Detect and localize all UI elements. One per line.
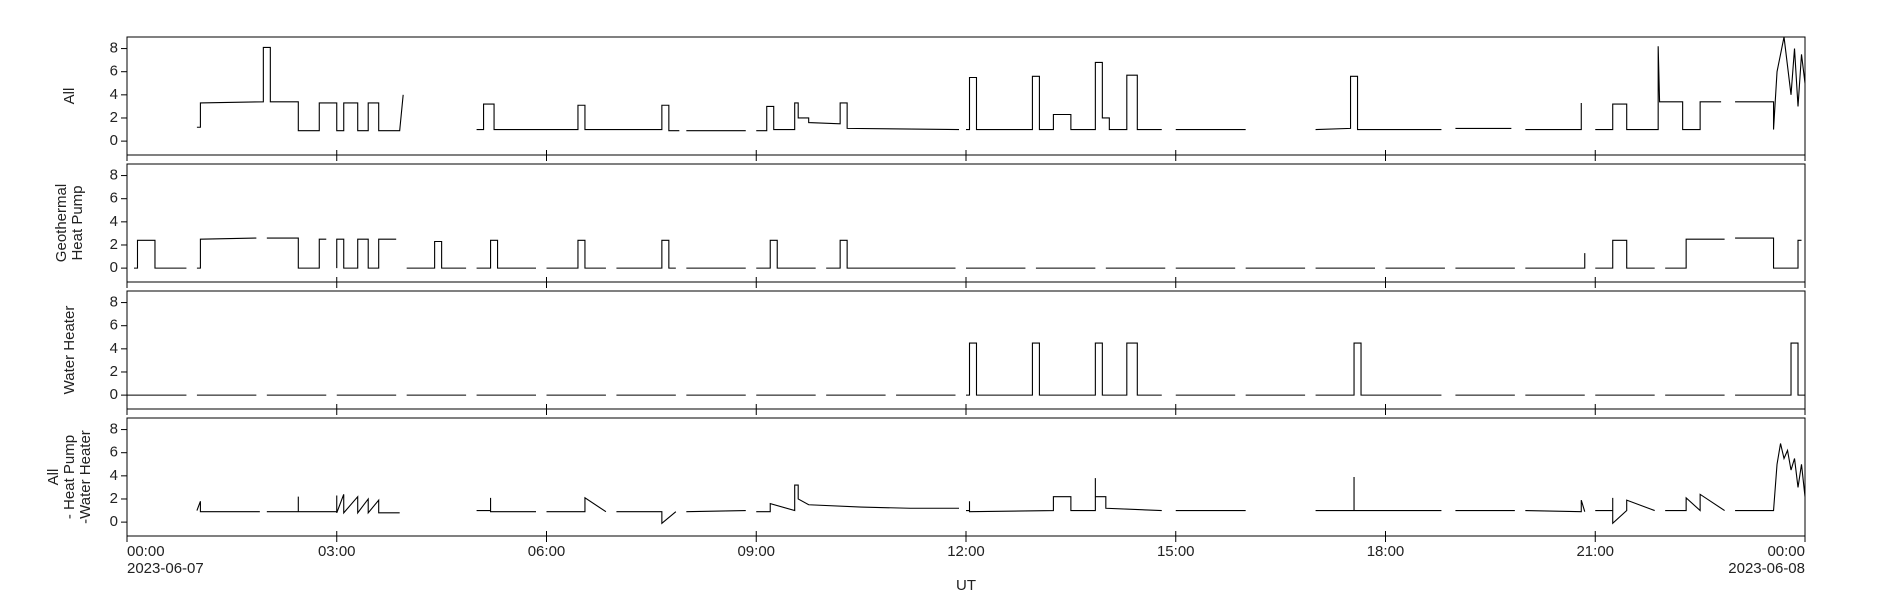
- date-label: 2023-06-07: [127, 560, 204, 577]
- y-axis-label: All: [61, 88, 78, 105]
- x-tick-label: 18:00: [1367, 543, 1405, 560]
- y-tick-label: 2: [110, 236, 118, 253]
- date-label: 2023-06-08: [1728, 560, 1805, 577]
- y-axis-label: Geothermal: [53, 184, 70, 262]
- y-tick-label: 2: [110, 109, 118, 126]
- series-line: [196, 36, 1806, 132]
- y-tick-label: 0: [110, 513, 118, 530]
- y-tick-label: 6: [110, 190, 118, 207]
- x-axis-label: UT: [956, 577, 976, 594]
- y-tick-label: 6: [110, 444, 118, 461]
- x-tick-label: 15:00: [1157, 543, 1195, 560]
- plot-frame: [126, 36, 1806, 156]
- y-tick-label: 4: [110, 213, 118, 230]
- y-tick-label: 0: [110, 132, 118, 149]
- series-line: [196, 443, 1806, 525]
- y-tick-label: 4: [110, 467, 118, 484]
- y-tick-label: 6: [110, 317, 118, 334]
- x-tick-label: 09:00: [737, 543, 775, 560]
- y-axis-label: - Heat Pump: [61, 435, 78, 519]
- y-axis-label: -Water Heater: [77, 430, 94, 524]
- y-tick-label: 8: [110, 294, 118, 311]
- panel: 0 2 4 6 8 Geothermal Heat Pump: [53, 163, 1806, 288]
- y-axis-label: Water Heater: [61, 306, 78, 395]
- plot-frame: [126, 290, 1806, 410]
- y-tick-label: 8: [110, 167, 118, 184]
- panel: 0 2 4 6 8 Water Heater: [61, 290, 1806, 415]
- y-tick-label: 4: [110, 86, 118, 103]
- x-tick-label: 00:00: [1767, 543, 1805, 560]
- series-line: [133, 237, 1802, 269]
- y-tick-label: 8: [110, 40, 118, 57]
- x-tick-label: 21:00: [1576, 543, 1614, 560]
- y-tick-label: 4: [110, 340, 118, 357]
- y-tick-label: 6: [110, 63, 118, 80]
- panel: 0 2 4 6 8 All: [61, 36, 1806, 161]
- x-tick-label: 12:00: [947, 543, 985, 560]
- series-line: [127, 342, 1805, 396]
- x-tick-label: 03:00: [318, 543, 356, 560]
- y-tick-label: 0: [110, 386, 118, 403]
- panel: 0 2 4 6 8 00:00 03:00 06:00 09:00 12:00 15:00 18:00…: [45, 417, 1806, 594]
- y-axis-label: Heat Pump: [69, 185, 86, 260]
- y-tick-label: 2: [110, 363, 118, 380]
- y-tick-label: 2: [110, 490, 118, 507]
- y-axis-label: All: [45, 469, 62, 486]
- y-tick-label: 0: [110, 259, 118, 276]
- y-tick-label: 8: [110, 421, 118, 438]
- plot-frame: [126, 417, 1806, 537]
- x-tick-label: 00:00: [127, 543, 165, 560]
- x-tick-label: 06:00: [528, 543, 566, 560]
